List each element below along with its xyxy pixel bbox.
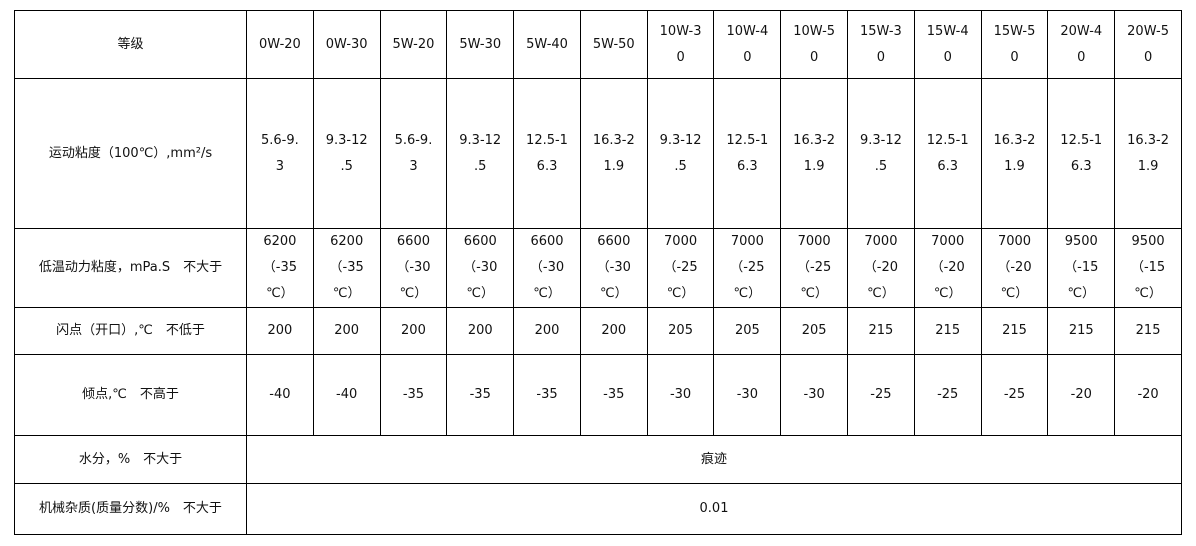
value-cell: 7000 （-20 ℃） (913, 228, 982, 308)
table-row: 倾点,℃ 不高于 -40 -40 -35 -35 -35 -35 -30 -30 -30 -25 -2… (14, 354, 1182, 436)
value-cell: 215 (913, 307, 982, 355)
value-cell: 6600 （-30 ℃） (513, 228, 581, 308)
value-cell: -25 (913, 354, 982, 436)
value-cell: -20 (1114, 354, 1182, 436)
grade-header-cell: 20W-4 0 (1047, 10, 1116, 79)
value-cell: -40 (312, 354, 381, 436)
value-cell: -30 (780, 354, 849, 436)
value-cell: 5.6-9. 3 (246, 78, 314, 229)
row-label-cell: 运动粘度（100℃）,mm²/s (14, 78, 247, 229)
grade-header-cell: 0W-30 (312, 10, 381, 79)
grade-header-cell: 15W-5 0 (980, 10, 1049, 79)
grade-header-cell: 15W-3 0 (847, 10, 915, 79)
value-cell: 200 (312, 307, 381, 355)
value-cell: 7000 （-25 ℃） (780, 228, 849, 308)
value-cell: 7000 （-20 ℃） (980, 228, 1049, 308)
value-cell: -20 (1047, 354, 1116, 436)
value-cell: 6600 （-30 ℃） (579, 228, 648, 308)
value-cell: 200 (446, 307, 515, 355)
value-cell: 6200 （-35 ℃） (246, 228, 314, 308)
value-cell: -25 (847, 354, 915, 436)
row-label-cell: 水分，% 不大于 (14, 435, 247, 484)
value-cell: 12.5-1 6.3 (913, 78, 982, 229)
grade-header-cell: 0W-20 (246, 10, 314, 79)
table-row: 水分，% 不大于 痕迹 (14, 435, 1182, 484)
grade-header-cell: 5W-50 (579, 10, 648, 79)
value-cell: -30 (646, 354, 715, 436)
value-cell: 9.3-12 .5 (646, 78, 715, 229)
value-cell: 205 (646, 307, 715, 355)
row-label-cell: 机械杂质(质量分数)/% 不大于 (14, 483, 247, 535)
value-cell: 215 (1114, 307, 1182, 355)
value-cell: 9500 （-15 ℃） (1047, 228, 1116, 308)
grade-header-cell: 15W-4 0 (913, 10, 982, 79)
value-cell: 12.5-1 6.3 (1047, 78, 1116, 229)
table-row: 机械杂质(质量分数)/% 不大于 0.01 (14, 483, 1182, 535)
value-cell: -25 (980, 354, 1049, 436)
grade-header-cell: 5W-30 (446, 10, 515, 79)
value-cell: 9.3-12 .5 (446, 78, 515, 229)
value-cell: -30 (713, 354, 782, 436)
value-cell: 7000 （-20 ℃） (847, 228, 915, 308)
value-cell: 16.3-2 1.9 (579, 78, 648, 229)
value-cell: 7000 （-25 ℃） (713, 228, 782, 308)
value-cell: 200 (579, 307, 648, 355)
row-label-cell: 低温动力粘度，mPa.S 不大于 (14, 228, 247, 308)
grade-header-cell: 10W-5 0 (780, 10, 849, 79)
value-cell: 200 (246, 307, 314, 355)
value-cell: 200 (513, 307, 581, 355)
value-cell: 9.3-12 .5 (312, 78, 381, 229)
value-cell: 6600 （-30 ℃） (446, 228, 515, 308)
value-cell: 12.5-1 6.3 (513, 78, 581, 229)
row-label-cell: 闪点（开口）,℃ 不低于 (14, 307, 247, 355)
grade-header-cell: 10W-3 0 (646, 10, 715, 79)
grade-header-cell: 5W-40 (513, 10, 581, 79)
value-cell: -35 (446, 354, 515, 436)
value-cell: -35 (513, 354, 581, 436)
value-cell: 215 (980, 307, 1049, 355)
merged-value-cell: 痕迹 (246, 435, 1182, 484)
grade-header-cell: 5W-20 (379, 10, 448, 79)
value-cell: 12.5-1 6.3 (713, 78, 782, 229)
value-cell: 16.3-2 1.9 (1114, 78, 1182, 229)
table-row: 运动粘度（100℃）,mm²/s 5.6-9. 3 9.3-12 .5 5.6-9. … (14, 78, 1182, 229)
header-label-cell: 等级 (14, 10, 247, 79)
value-cell: -40 (246, 354, 314, 436)
table-row: 低温动力粘度，mPa.S 不大于 6200 （-35 ℃） 6200 （-35 ℃）… (14, 228, 1182, 308)
value-cell: 215 (847, 307, 915, 355)
value-cell: 9.3-12 .5 (847, 78, 915, 229)
merged-value-cell: 0.01 (246, 483, 1182, 535)
row-label-cell: 倾点,℃ 不高于 (14, 354, 247, 436)
value-cell: 205 (713, 307, 782, 355)
value-cell: -35 (379, 354, 448, 436)
value-cell: 16.3-2 1.9 (980, 78, 1049, 229)
value-cell: 215 (1047, 307, 1116, 355)
value-cell: 16.3-2 1.9 (780, 78, 849, 229)
value-cell: 9500 （-15 ℃） (1114, 228, 1182, 308)
value-cell: -35 (579, 354, 648, 436)
grade-header-cell: 10W-4 0 (713, 10, 782, 79)
value-cell: 200 (379, 307, 448, 355)
value-cell: 6200 （-35 ℃） (312, 228, 381, 308)
value-cell: 7000 （-25 ℃） (646, 228, 715, 308)
table-row: 闪点（开口）,℃ 不低于 200 200 200 200 200 200 205 205 205 2… (14, 307, 1182, 355)
value-cell: 5.6-9. 3 (379, 78, 448, 229)
value-cell: 205 (780, 307, 849, 355)
grade-header-cell: 20W-5 0 (1114, 10, 1182, 79)
value-cell: 6600 （-30 ℃） (379, 228, 448, 308)
